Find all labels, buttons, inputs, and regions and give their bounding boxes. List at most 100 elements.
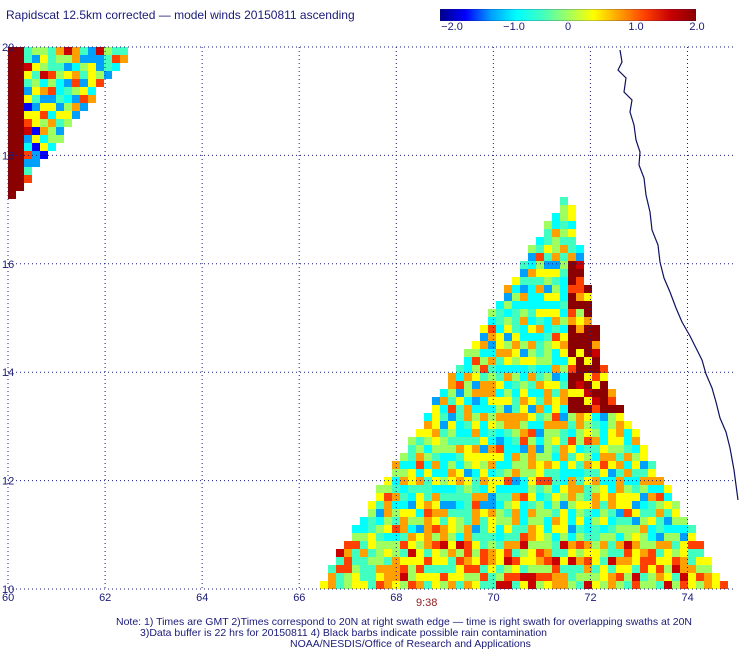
swath-cell [456,509,464,517]
swath-cell [384,541,392,549]
swath-cell [656,501,664,509]
swath-cell [520,581,528,589]
swath-cell [680,581,688,589]
swath-cell [600,485,608,493]
swath-cell [400,557,408,565]
swath-cell [400,525,408,533]
swath-cell [536,293,544,301]
swath-cell [528,413,536,421]
swath-cell [600,533,608,541]
swath-cell [608,581,616,589]
swath-cell [608,397,616,405]
swath-cell [696,581,704,589]
swath-cell [472,557,480,565]
swath-cell [64,119,72,127]
swath-cell [632,493,640,501]
swath-cell [664,541,672,549]
swath-cell [64,111,72,119]
swath-cell [560,197,568,205]
swath-cell [16,71,24,79]
swath-cell [704,581,712,589]
swath-cell [592,485,600,493]
swath-cell [568,229,576,237]
swath-cell [568,205,576,213]
swath-cell [552,293,560,301]
swath-cell [520,501,528,509]
swath-cell [48,127,56,135]
swath-cell [552,485,560,493]
swath-cell [552,261,560,269]
swath-cell [544,237,552,245]
swath-cell [16,79,24,87]
swath-cell [656,493,664,501]
swath-cell [448,565,456,573]
swath-cell [496,357,504,365]
swath-cell [504,405,512,413]
swath-cell [560,549,568,557]
swath-cell [544,229,552,237]
swath-cell [520,381,528,389]
swath-cell [520,285,528,293]
swath-cell [528,285,536,293]
swath-cell [496,517,504,525]
swath-cell [544,221,552,229]
swath-cell [544,581,552,589]
swath-cell [696,541,704,549]
swath-cell [544,461,552,469]
swath-cell [464,581,472,589]
swath-cell [552,325,560,333]
swath-cell [600,573,608,581]
swath-cell [592,437,600,445]
swath-cell [456,493,464,501]
swath-cell [56,63,64,71]
swath-cell [496,301,504,309]
swath-cell [488,573,496,581]
swath-cell [384,565,392,573]
swath-cell [568,253,576,261]
swath-cell [520,533,528,541]
swath-cell [576,341,584,349]
swath-cell [32,95,40,103]
swath-cell [408,557,416,565]
swath-cell [568,237,576,245]
swath-cell [368,541,376,549]
swath-cell [480,557,488,565]
swath-cell [112,63,120,71]
swath-cell [48,47,56,55]
swath-cell [440,437,448,445]
swath-cell [16,103,24,111]
swath-cell [368,565,376,573]
swath-cell [344,565,352,573]
swath-cell [584,453,592,461]
swath-cell [472,517,480,525]
swath-cell [8,175,16,183]
swath-cell [536,453,544,461]
swath-cell [512,493,520,501]
swath-cell [456,581,464,589]
swath-cell [472,493,480,501]
swath-cell [616,453,624,461]
swath-cell [568,309,576,317]
swath-cell [592,429,600,437]
swath-cell [536,501,544,509]
swath-cell [576,557,584,565]
swath-cell [560,453,568,461]
swath-cell [56,119,64,127]
swath-cell [560,485,568,493]
swath-cell [480,501,488,509]
swath-cell [592,541,600,549]
swath-cell [680,557,688,565]
swath-cell [472,565,480,573]
swath-cell [552,253,560,261]
swath-cell [672,533,680,541]
swath-cell [24,55,32,63]
swath-cell [424,533,432,541]
swath-cell [608,405,616,413]
swath-cell [592,469,600,477]
swath-cell [368,557,376,565]
swath-cell [472,413,480,421]
swath-cell [528,421,536,429]
swath-cell [536,549,544,557]
swath-cell [64,71,72,79]
swath-cell [560,525,568,533]
